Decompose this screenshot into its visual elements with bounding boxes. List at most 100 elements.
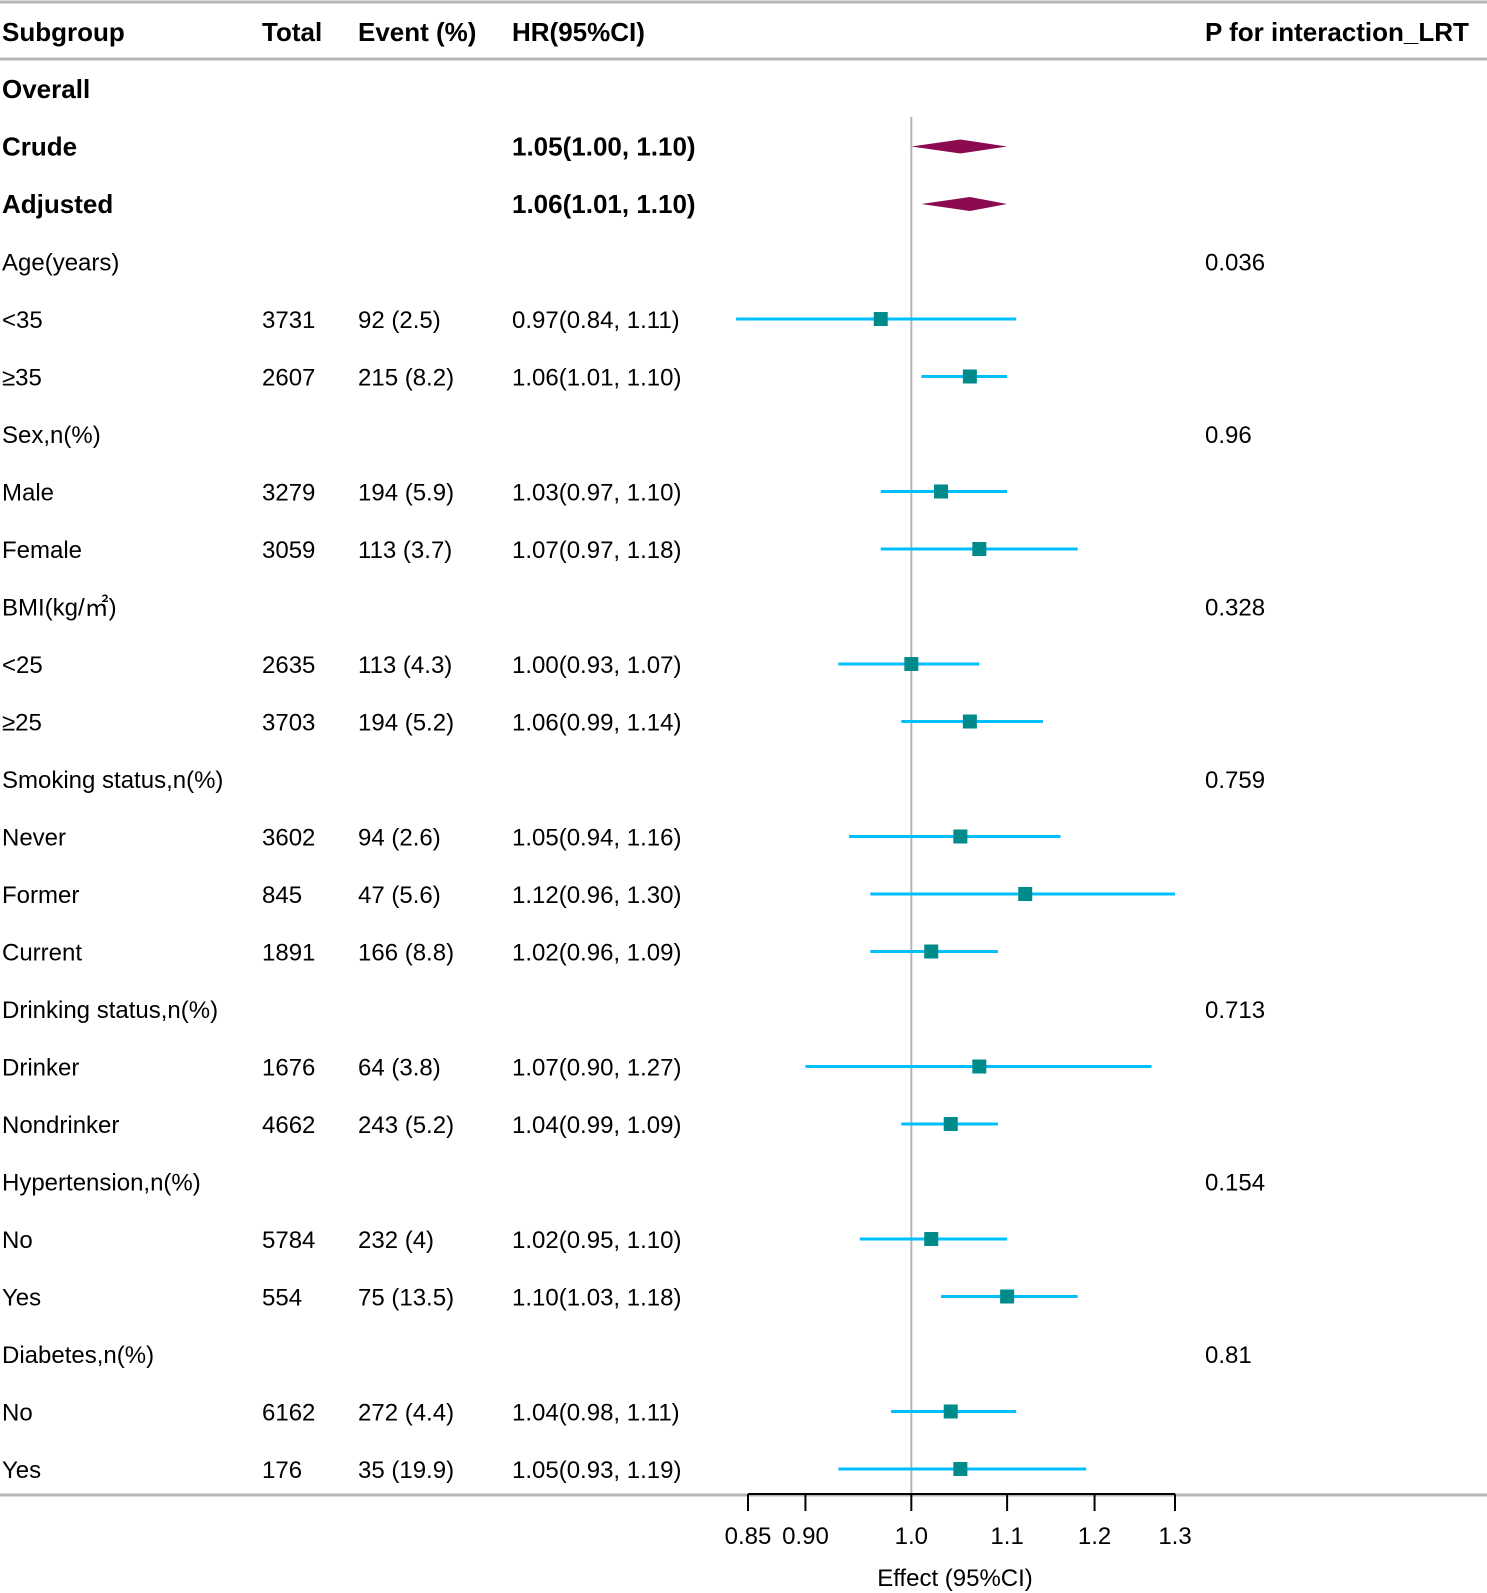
forest-row: Crude 1.05(1.00, 1.10) [2,132,1008,162]
point-estimate [1000,1289,1015,1304]
row-event: 47 (5.6) [358,882,441,909]
effect-diamond [911,139,1008,154]
point-estimate [962,714,977,729]
row-event: 232 (4) [358,1227,434,1254]
row-total: 1676 [262,1055,315,1082]
row-p-interaction: 0.328 [1205,595,1265,622]
row-event: 94 (2.6) [358,825,441,852]
point-estimate [943,1117,958,1131]
row-label: Nondrinker [2,1112,119,1139]
x-axis: 0.85 0.90 1.0 1.1 1.2 1.3 [725,1493,1192,1550]
row-hr: 1.05(1.00, 1.10) [512,132,696,162]
row-label: No [2,1400,33,1427]
row-hr: 1.05(0.94, 1.16) [512,825,681,852]
row-event: 113 (3.7) [358,537,452,564]
x-tick-label: 0.90 [782,1523,829,1550]
row-event: 243 (5.2) [358,1112,454,1139]
point-estimate [924,944,939,959]
row-label: Diabetes,n(%) [2,1342,154,1369]
forest-row: Drinking status,n(%) 0.713 [2,997,1265,1024]
row-event: 272 (4.4) [358,1400,454,1427]
forest-row: Current 1891 166 (8.8) 1.02(0.96, 1.09) [2,940,998,967]
point-estimate [962,369,977,384]
point-estimate [972,1059,987,1074]
row-hr: 1.03(0.97, 1.10) [512,480,681,507]
x-tick-label: 1.3 [1158,1523,1191,1550]
forest-row: No 6162 272 (4.4) 1.04(0.98, 1.11) [2,1400,1017,1427]
row-p-interaction: 0.154 [1205,1170,1265,1197]
row-event: 75 (13.5) [358,1285,454,1312]
forest-row: Adjusted 1.06(1.01, 1.10) [2,189,1008,219]
row-label: Sex,n(%) [2,422,101,449]
row-label: ≥25 [2,710,42,737]
header-total: Total [262,17,322,47]
row-total: 3279 [262,480,315,507]
forest-row: Hypertension,n(%) 0.154 [2,1170,1265,1197]
row-event: 92 (2.5) [358,307,441,334]
row-total: 1891 [262,940,315,967]
row-hr: 1.07(0.97, 1.18) [512,537,681,564]
forest-row: <35 3731 92 (2.5) 0.97(0.84, 1.11) [2,307,1017,334]
point-estimate [972,542,987,556]
row-event: 113 (4.3) [358,652,452,679]
row-hr: 1.00(0.93, 1.07) [512,652,681,679]
row-total: 3602 [262,825,315,852]
row-label: No [2,1227,33,1254]
header-subgroup: Subgroup [2,17,125,47]
row-total: 3703 [262,710,315,737]
row-p-interaction: 0.713 [1205,997,1265,1024]
row-hr: 1.12(0.96, 1.30) [512,882,681,909]
forest-row: Nondrinker 4662 243 (5.2) 1.04(0.99, 1.09) [2,1112,998,1139]
point-estimate [943,1404,958,1419]
header-p-interaction: P for interaction_LRT [1205,17,1469,47]
point-estimate [953,829,968,844]
row-label: Overall [2,74,90,104]
header-event: Event (%) [358,17,476,47]
point-estimate [904,657,919,671]
point-estimate [953,1462,968,1476]
row-hr: 1.06(1.01, 1.10) [512,189,696,219]
row-label: Male [2,480,54,507]
point-estimate [934,484,949,499]
forest-row: ≥25 3703 194 (5.2) 1.06(0.99, 1.14) [2,710,1044,737]
row-total: 3059 [262,537,315,564]
forest-row: Sex,n(%) 0.96 [2,422,1252,449]
row-label: ≥35 [2,365,42,392]
forest-row: BMI(kg/㎡) 0.328 [2,595,1265,622]
x-tick-label: 1.1 [990,1523,1023,1550]
row-label: Female [2,537,82,564]
forest-row: Male 3279 194 (5.9) 1.03(0.97, 1.10) [2,480,1008,507]
row-hr: 1.02(0.96, 1.09) [512,940,681,967]
forest-row: <25 2635 113 (4.3) 1.00(0.93, 1.07) [2,652,980,679]
row-hr: 1.10(1.03, 1.18) [512,1285,681,1312]
row-label: Never [2,825,66,852]
row-total: 554 [262,1285,302,1312]
row-hr: 1.06(1.01, 1.10) [512,365,681,392]
row-hr: 1.05(0.93, 1.19) [512,1457,681,1484]
row-hr: 0.97(0.84, 1.11) [512,307,680,334]
row-event: 215 (8.2) [358,365,454,392]
forest-row: No 5784 232 (4) 1.02(0.95, 1.10) [2,1227,1008,1254]
row-total: 845 [262,882,302,909]
forest-row: Diabetes,n(%) 0.81 [2,1342,1252,1369]
row-label: Drinker [2,1055,79,1082]
row-label: Yes [2,1285,41,1312]
row-label: BMI(kg/㎡) [2,595,117,622]
row-label: Yes [2,1457,41,1484]
x-tick-label: 0.85 [725,1523,772,1550]
row-event: 35 (19.9) [358,1457,454,1484]
forest-row: ≥35 2607 215 (8.2) 1.06(1.01, 1.10) [2,365,1008,392]
row-total: 4662 [262,1112,315,1139]
row-event: 194 (5.2) [358,710,454,737]
x-axis-label: Effect (95%CI) [877,1565,1033,1592]
row-hr: 1.02(0.95, 1.10) [512,1227,681,1254]
row-event: 194 (5.9) [358,480,454,507]
row-hr: 1.04(0.99, 1.09) [512,1112,681,1139]
forest-row: Former 845 47 (5.6) 1.12(0.96, 1.30) [2,882,1175,909]
row-label: <35 [2,307,43,334]
forest-row: Never 3602 94 (2.6) 1.05(0.94, 1.16) [2,825,1061,852]
forest-row: Female 3059 113 (3.7) 1.07(0.97, 1.18) [2,537,1078,564]
forest-row: Yes 554 75 (13.5) 1.10(1.03, 1.18) [2,1285,1078,1312]
row-p-interaction: 0.036 [1205,250,1265,277]
